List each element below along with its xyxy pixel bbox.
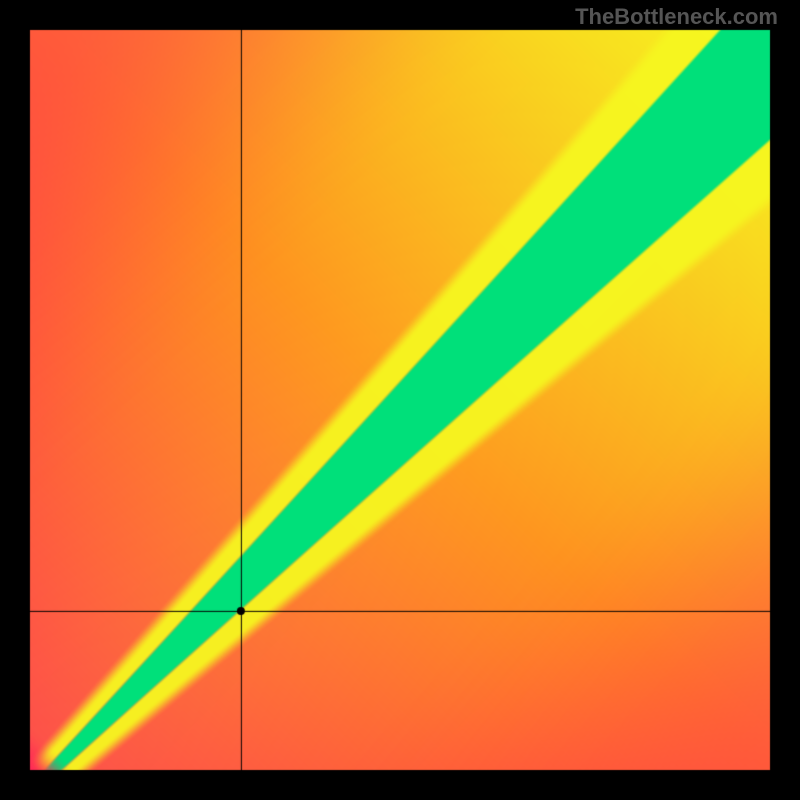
watermark-text: TheBottleneck.com [575, 4, 778, 30]
heatmap-canvas [0, 0, 800, 800]
